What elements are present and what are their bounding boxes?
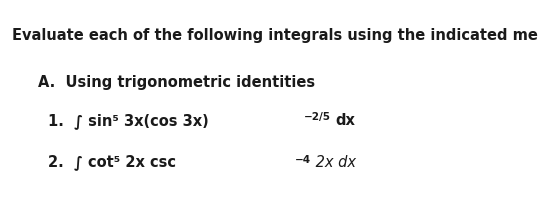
Text: dx: dx — [335, 113, 355, 128]
Text: A.  Using trigonometric identities: A. Using trigonometric identities — [38, 75, 315, 90]
Text: 2x dx: 2x dx — [311, 155, 356, 170]
Text: Evaluate each of the following integrals using the indicated method.: Evaluate each of the following integrals… — [12, 28, 538, 43]
Text: 1.  ∫ sin⁵ 3x(cos 3x): 1. ∫ sin⁵ 3x(cos 3x) — [48, 113, 209, 129]
Text: −2/5: −2/5 — [304, 112, 331, 122]
Text: −4: −4 — [295, 155, 311, 165]
Text: 2.  ∫ cot⁵ 2x csc: 2. ∫ cot⁵ 2x csc — [48, 155, 176, 170]
